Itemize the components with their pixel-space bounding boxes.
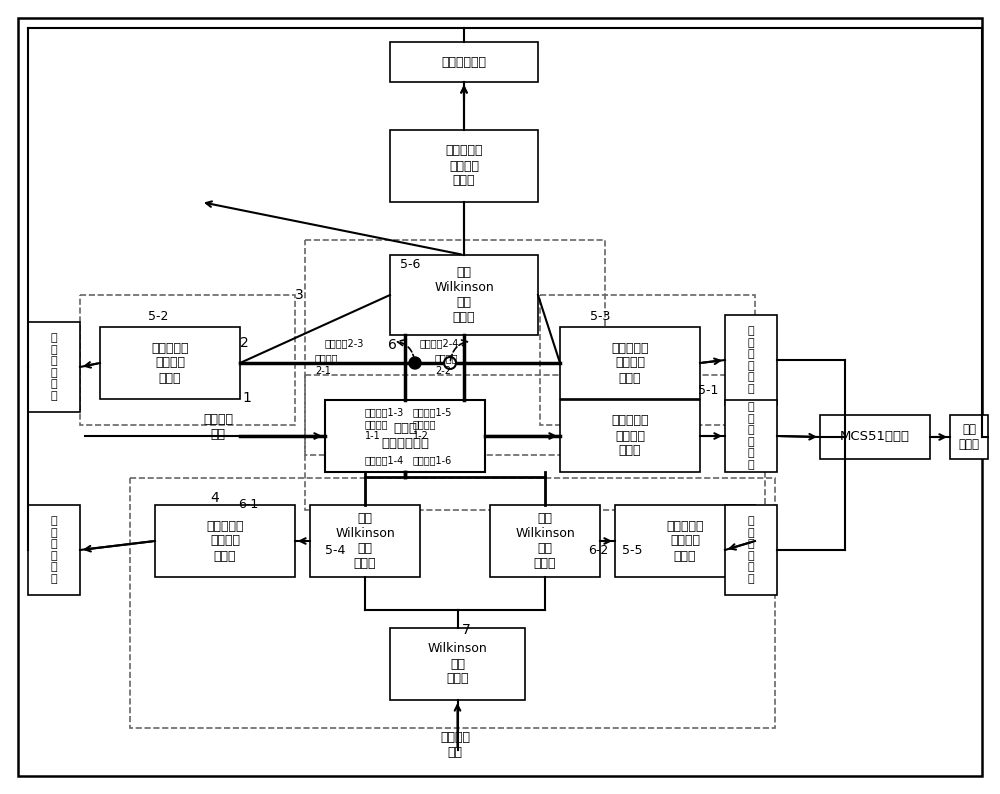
Text: 1-1: 1-1: [365, 431, 381, 441]
Text: 第六端口1-6: 第六端口1-6: [413, 455, 452, 465]
Text: 5-4: 5-4: [325, 544, 345, 557]
Text: 二
号
模
数
转
换: 二 号 模 数 转 换: [51, 333, 57, 401]
Bar: [390, 42, 538, 82]
Text: 六号模数转换: 六号模数转换: [442, 56, 486, 68]
Bar: [560, 400, 700, 472]
Text: 5-2: 5-2: [148, 310, 168, 323]
Text: 第七端口: 第七端口: [315, 353, 338, 363]
Text: 四
号
模
数
转
换: 四 号 模 数 转 换: [51, 516, 57, 584]
Circle shape: [409, 357, 421, 369]
Text: 待测信号
输入: 待测信号 输入: [203, 413, 233, 441]
Text: 5-1: 5-1: [698, 384, 718, 396]
Bar: [725, 505, 777, 595]
Text: 第四端口1-4: 第四端口1-4: [365, 455, 404, 465]
Text: 5-3: 5-3: [590, 310, 610, 323]
Bar: [390, 628, 525, 700]
Bar: [820, 415, 930, 459]
Text: 6: 6: [388, 338, 397, 352]
Text: 第三
Wilkinson
功率
合成器: 第三 Wilkinson 功率 合成器: [434, 266, 494, 324]
Bar: [305, 375, 765, 510]
Bar: [325, 400, 485, 472]
Bar: [155, 505, 295, 577]
Text: 4: 4: [210, 491, 219, 505]
Text: 第一直接式
微波功率
传感器: 第一直接式 微波功率 传感器: [611, 414, 649, 457]
Bar: [28, 505, 80, 595]
Text: MCS51单片机: MCS51单片机: [840, 430, 910, 444]
Text: 1-2: 1-2: [413, 431, 429, 441]
Text: Wilkinson
功率
分配器: Wilkinson 功率 分配器: [428, 642, 487, 685]
Bar: [390, 130, 538, 202]
Text: 五
号
模
数
转
换: 五 号 模 数 转 换: [748, 516, 754, 584]
Text: 7: 7: [462, 623, 471, 637]
Text: 第三端口1-3: 第三端口1-3: [365, 407, 404, 417]
Bar: [490, 505, 600, 577]
Text: 第九端口2-3: 第九端口2-3: [325, 338, 364, 348]
Text: 第一端口: 第一端口: [365, 419, 388, 429]
Text: 三
号
模
数
转
换: 三 号 模 数 转 换: [748, 326, 754, 394]
Text: 6-1: 6-1: [238, 499, 258, 511]
Bar: [540, 295, 755, 425]
Text: 第二直接式
微波功率
传感器: 第二直接式 微波功率 传感器: [151, 341, 189, 384]
Text: 6-2: 6-2: [588, 544, 608, 557]
Bar: [725, 315, 777, 405]
Bar: [80, 295, 295, 425]
Text: 2-2: 2-2: [435, 366, 451, 376]
Text: 2-1: 2-1: [315, 366, 331, 376]
Bar: [390, 255, 538, 335]
Text: 第五端口1-5: 第五端口1-5: [413, 407, 452, 417]
Text: 3: 3: [295, 288, 304, 302]
Text: 第二端口: 第二端口: [413, 419, 436, 429]
Bar: [310, 505, 420, 577]
Text: 第二
Wilkinson
功率
合成器: 第二 Wilkinson 功率 合成器: [515, 512, 575, 570]
Text: 第十端口2-4: 第十端口2-4: [420, 338, 459, 348]
Text: 六端口
固支梁耦合器: 六端口 固支梁耦合器: [381, 422, 429, 450]
Text: 液晶
显示屏: 液晶 显示屏: [958, 423, 980, 451]
Circle shape: [444, 357, 456, 369]
Text: 第三直接式
微波功率
传感器: 第三直接式 微波功率 传感器: [611, 341, 649, 384]
Bar: [130, 478, 775, 728]
Bar: [615, 505, 755, 577]
Text: 第六直接式
微波功率
传感器: 第六直接式 微波功率 传感器: [445, 145, 483, 187]
Text: 一
号
模
数
转
换: 一 号 模 数 转 换: [748, 402, 754, 470]
Text: 5-6: 5-6: [400, 259, 420, 272]
Bar: [305, 240, 605, 455]
Text: 第五直接式
微波功率
传感器: 第五直接式 微波功率 传感器: [666, 519, 704, 562]
Bar: [725, 400, 777, 472]
Text: 第一
Wilkinson
功率
合成器: 第一 Wilkinson 功率 合成器: [335, 512, 395, 570]
Bar: [560, 327, 700, 399]
Bar: [28, 322, 80, 412]
Text: 第四直接式
微波功率
传感器: 第四直接式 微波功率 传感器: [206, 519, 244, 562]
Text: 2: 2: [240, 336, 249, 350]
Text: 5-5: 5-5: [622, 544, 642, 557]
Text: 参考信号
输入: 参考信号 输入: [440, 731, 470, 759]
Text: 第八端口: 第八端口: [435, 353, 458, 363]
Bar: [950, 415, 988, 459]
Bar: [100, 327, 240, 399]
Text: 1: 1: [242, 391, 251, 405]
